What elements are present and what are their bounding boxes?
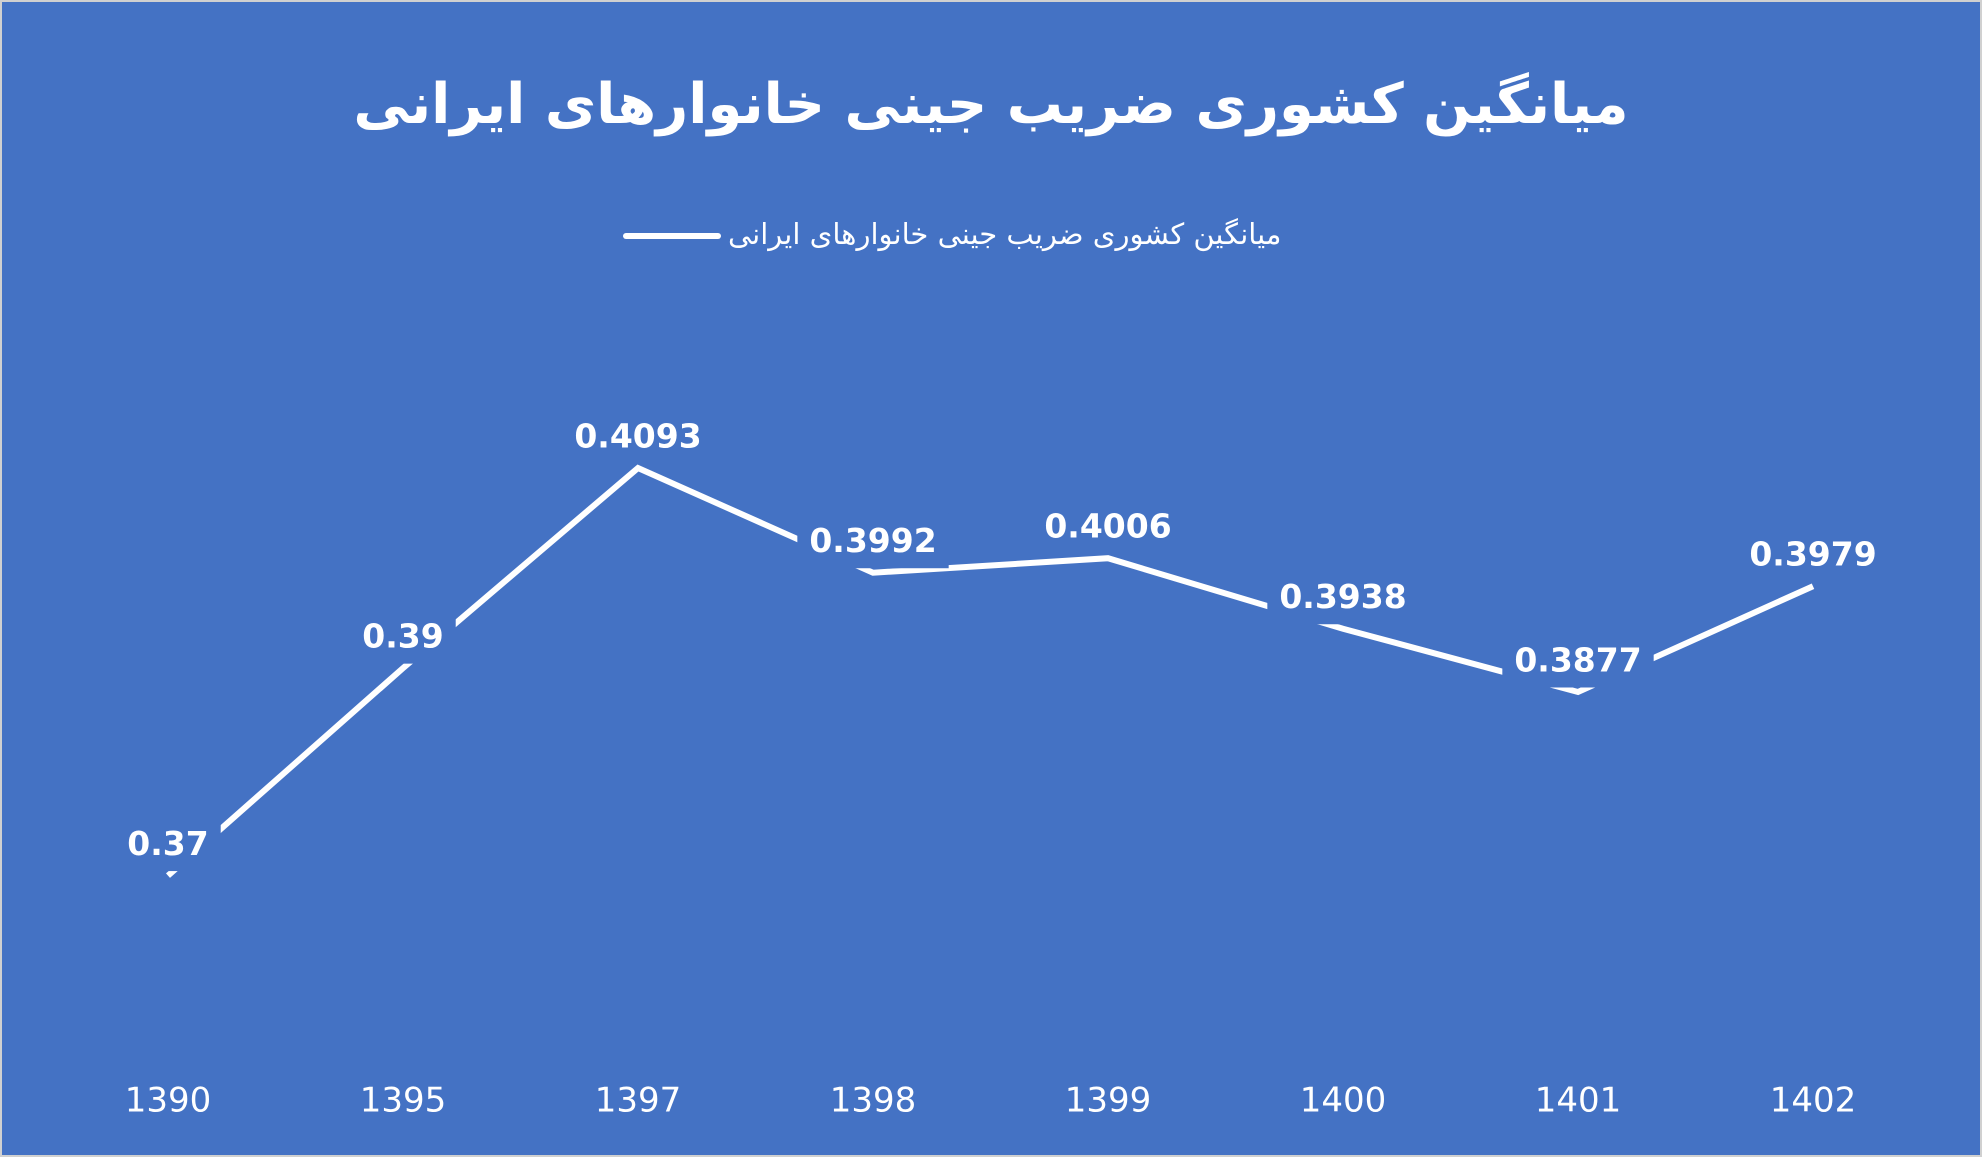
- x-tick-label: 1399: [1065, 1081, 1152, 1121]
- data-label-background: [1502, 632, 1654, 688]
- data-label: 0.3992: [809, 521, 936, 560]
- data-label: 0.39: [362, 617, 443, 656]
- data-label-background: [797, 513, 949, 569]
- x-tick-label: 1402: [1770, 1081, 1857, 1121]
- x-tick-label: 1401: [1535, 1081, 1622, 1121]
- chart-title: میانگین کشوری ضریب جینی خانوارهای ایرانی: [353, 72, 1628, 137]
- data-label: 0.3979: [1749, 535, 1876, 574]
- x-tick-label: 1397: [595, 1081, 682, 1121]
- data-label-background: [1032, 498, 1184, 554]
- x-tick-label: 1395: [360, 1081, 447, 1121]
- data-label-background: [1737, 526, 1889, 582]
- data-label: 0.3877: [1514, 640, 1641, 679]
- data-label-background: [1267, 569, 1419, 625]
- data-label-background: [350, 608, 456, 664]
- x-tick-label: 1390: [125, 1081, 212, 1121]
- data-label-background: [562, 408, 714, 464]
- data-label: 0.3938: [1279, 577, 1406, 616]
- data-label: 0.37: [127, 824, 208, 863]
- data-label: 0.4093: [574, 416, 701, 455]
- data-label-background: [115, 816, 221, 872]
- x-tick-label: 1400: [1300, 1081, 1387, 1121]
- legend-label: میانگین کشوری ضریب جینی خانوارهای ایرانی: [728, 217, 1281, 251]
- x-tick-label: 1398: [830, 1081, 917, 1121]
- data-label: 0.4006: [1044, 507, 1171, 546]
